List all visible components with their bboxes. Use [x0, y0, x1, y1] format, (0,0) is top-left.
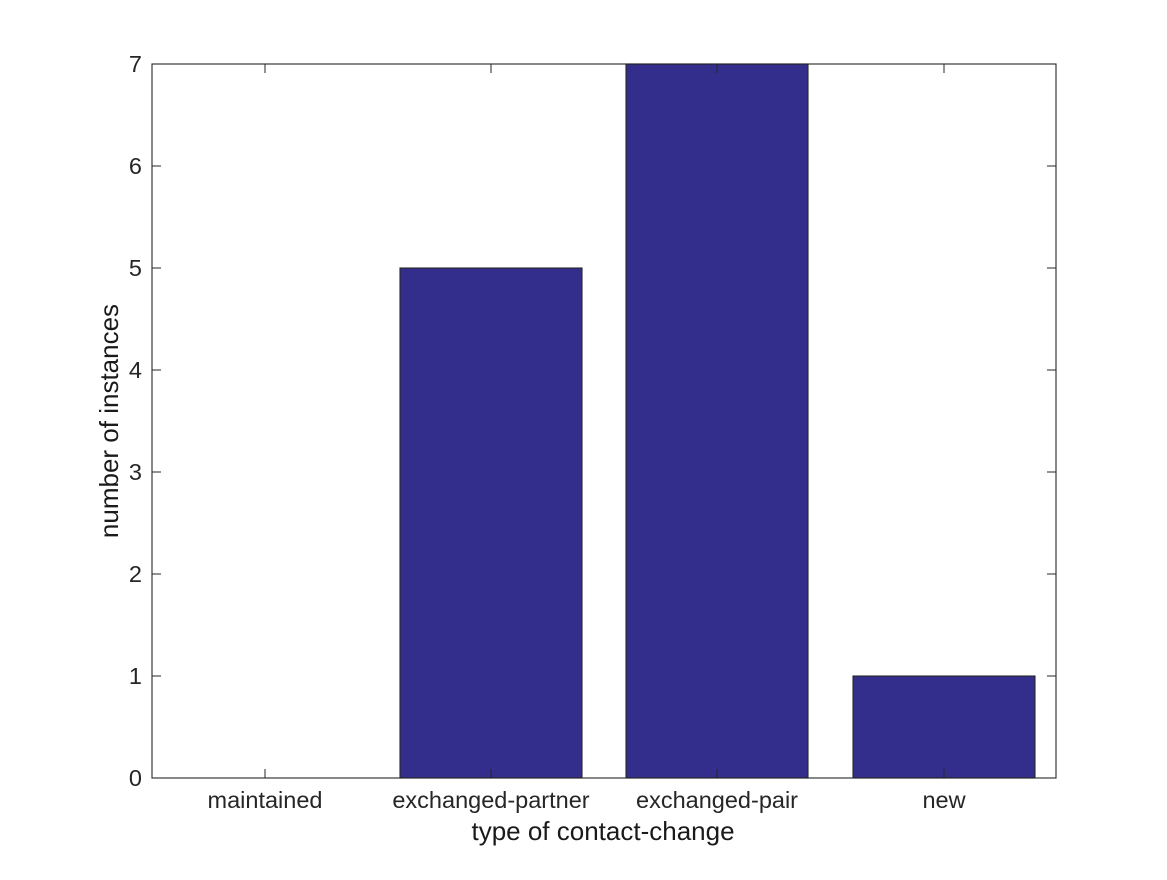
svg-text:6: 6: [129, 153, 142, 179]
svg-text:exchanged-partner: exchanged-partner: [392, 787, 589, 813]
svg-text:number of instances: number of instances: [94, 304, 124, 538]
svg-text:2: 2: [129, 561, 142, 587]
svg-text:3: 3: [129, 459, 142, 485]
svg-text:1: 1: [129, 663, 142, 689]
svg-text:exchanged-pair: exchanged-pair: [636, 787, 798, 813]
svg-text:5: 5: [129, 255, 142, 281]
svg-text:0: 0: [129, 765, 142, 791]
svg-text:4: 4: [129, 357, 142, 383]
svg-text:type of contact-change: type of contact-change: [471, 816, 734, 846]
svg-text:new: new: [922, 787, 966, 813]
svg-text:maintained: maintained: [208, 787, 323, 813]
svg-text:7: 7: [129, 51, 142, 77]
